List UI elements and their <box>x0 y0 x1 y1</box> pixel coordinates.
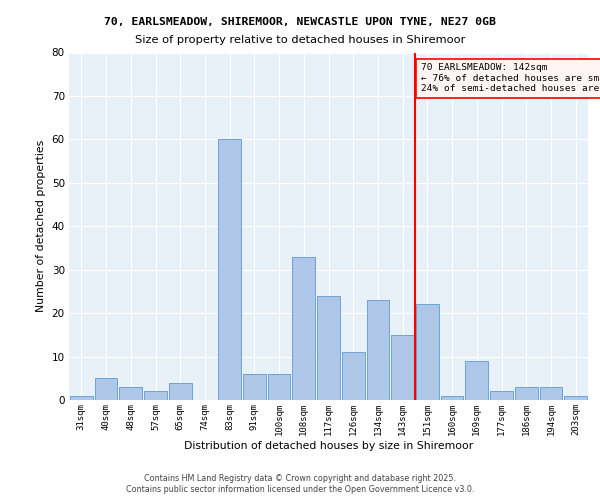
Bar <box>169 382 191 400</box>
Bar <box>342 352 365 400</box>
Bar <box>416 304 439 400</box>
Bar <box>119 387 142 400</box>
Bar <box>367 300 389 400</box>
Bar <box>218 140 241 400</box>
Bar <box>292 256 315 400</box>
Bar <box>317 296 340 400</box>
Bar <box>490 392 513 400</box>
Bar <box>95 378 118 400</box>
Bar <box>70 396 93 400</box>
Bar <box>564 396 587 400</box>
Text: Contains HM Land Registry data © Crown copyright and database right 2025.
Contai: Contains HM Land Registry data © Crown c… <box>126 474 474 494</box>
Text: Size of property relative to detached houses in Shiremoor: Size of property relative to detached ho… <box>135 35 465 45</box>
Bar <box>391 335 414 400</box>
Text: 70, EARLSMEADOW, SHIREMOOR, NEWCASTLE UPON TYNE, NE27 0GB: 70, EARLSMEADOW, SHIREMOOR, NEWCASTLE UP… <box>104 18 496 28</box>
Bar <box>144 392 167 400</box>
X-axis label: Distribution of detached houses by size in Shiremoor: Distribution of detached houses by size … <box>184 440 473 450</box>
Bar <box>515 387 538 400</box>
Bar <box>268 374 290 400</box>
Bar <box>441 396 463 400</box>
Y-axis label: Number of detached properties: Number of detached properties <box>36 140 46 312</box>
Bar <box>466 361 488 400</box>
Bar <box>243 374 266 400</box>
Bar <box>539 387 562 400</box>
Text: 70 EARLSMEADOW: 142sqm
← 76% of detached houses are smaller (175)
24% of semi-de: 70 EARLSMEADOW: 142sqm ← 76% of detached… <box>421 64 600 93</box>
